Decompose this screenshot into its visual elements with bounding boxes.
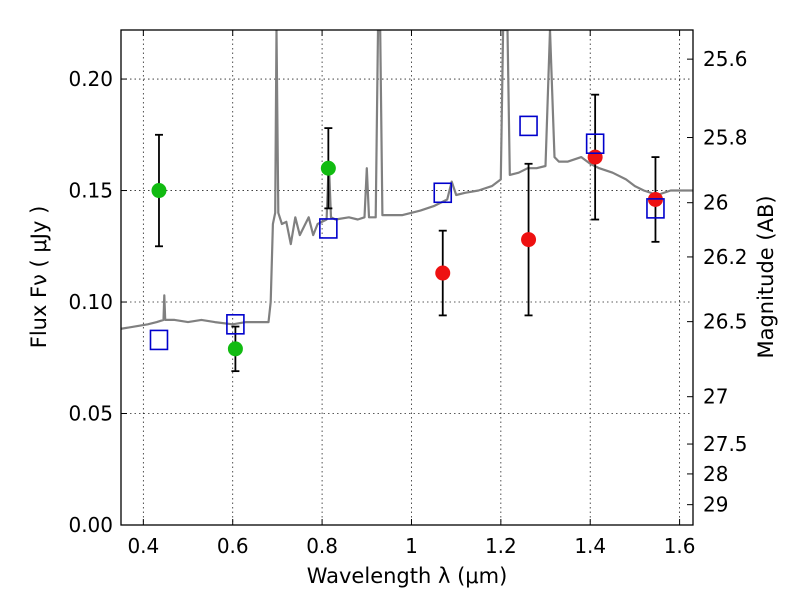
y2-tick-label: 25.8 <box>703 126 748 150</box>
model-square <box>585 133 605 155</box>
spectrum-layer <box>121 30 693 330</box>
y2-tick-label: 28 <box>703 462 728 486</box>
x-tick-label: 1.6 <box>664 534 696 558</box>
plot-frame <box>120 29 694 526</box>
x-tick-label: 1.2 <box>485 534 517 558</box>
green-point <box>227 341 243 357</box>
x-tick-label: 1 <box>405 534 418 558</box>
model-square <box>646 198 665 219</box>
y2-tick-label: 26.5 <box>703 310 748 334</box>
y2-tick-label: 29 <box>703 493 728 517</box>
y-tick-label: 0.05 <box>68 402 113 426</box>
green-point <box>151 183 167 199</box>
x-tick-label: 0.8 <box>306 534 338 558</box>
grid <box>121 30 693 526</box>
x-axis-label: Wavelength λ (μm) <box>307 564 508 588</box>
x-tick-label: 0.4 <box>127 534 159 558</box>
green-point <box>320 160 336 176</box>
y-tick-label: 0.20 <box>68 67 113 91</box>
tick-layer: 0.4 0.6 0.8 1 1.2 1.4 1.6 0.00 0.05 0.10 0.15 0.20 2… <box>68 30 748 558</box>
y2-tick-label: 27 <box>703 385 728 409</box>
y-tick-label: 0.10 <box>68 290 113 314</box>
model-square <box>226 314 245 335</box>
model-square <box>433 182 453 204</box>
y2-tick-label: 25.6 <box>703 47 748 71</box>
y2-axis-label: Magnitude (AB) <box>754 195 778 358</box>
x-tick-label: 0.6 <box>217 534 249 558</box>
y2-tick-label: 26 <box>703 191 728 215</box>
model-square <box>519 115 538 137</box>
y2-tick-label: 26.2 <box>703 245 748 269</box>
x-tick-label: 1.4 <box>574 534 606 558</box>
red-point <box>587 149 603 165</box>
y-axis-label: Flux Fν ( μJy ) <box>27 206 51 349</box>
red-point <box>435 265 451 281</box>
red-point <box>521 232 537 248</box>
y2-tick-label: 27.5 <box>703 432 748 456</box>
model-square <box>149 329 169 351</box>
point-layer <box>149 115 665 357</box>
model-square <box>319 218 338 239</box>
spectrum-line <box>121 30 693 330</box>
errorbar-layer <box>154 93 660 373</box>
y-tick-label: 0.15 <box>68 179 113 203</box>
y-tick-label: 0.00 <box>68 513 113 537</box>
